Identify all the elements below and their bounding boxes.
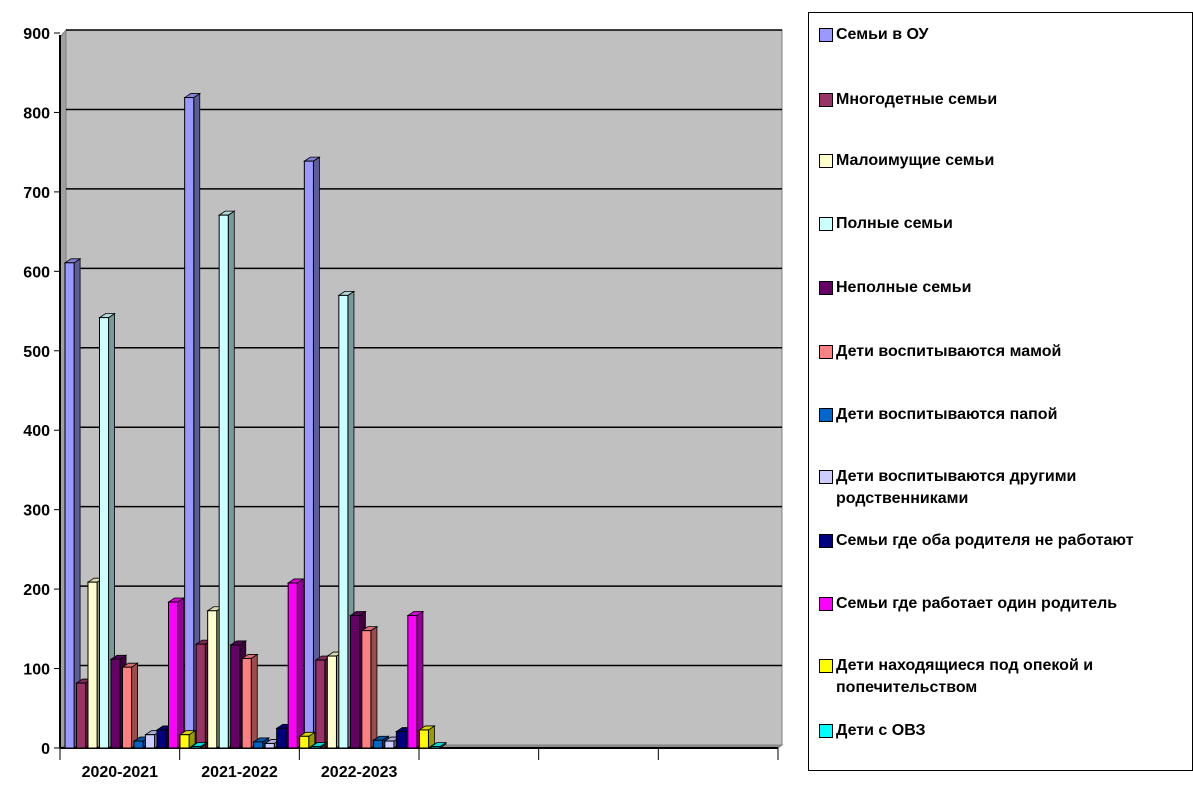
- bar: [264, 742, 275, 749]
- bar: [326, 655, 337, 749]
- bar: [145, 734, 156, 749]
- legend-swatch: [819, 93, 833, 107]
- legend-swatch: [819, 281, 833, 295]
- bar: [99, 317, 110, 749]
- legend-label: Полные семьи: [836, 215, 953, 232]
- bar: [241, 657, 252, 749]
- y-tick-label: 700: [23, 185, 50, 202]
- bar: [338, 294, 349, 749]
- legend-swatch: [819, 154, 833, 168]
- y-tick-label: 300: [23, 503, 50, 520]
- legend-swatch: [819, 345, 833, 359]
- legend-swatch: [819, 659, 833, 673]
- bar-side: [73, 258, 81, 749]
- x-tick-label: 2020-2021: [82, 764, 159, 781]
- legend-swatch: [819, 217, 833, 231]
- legend-item: Семьи в ОУ: [819, 24, 1191, 46]
- y-tick-label: 900: [23, 26, 50, 43]
- y-tick-label: 100: [23, 662, 50, 679]
- legend-item: Дети воспитываются мамой: [819, 341, 1191, 363]
- legend-label: Семьи где работает один родитель: [836, 595, 1118, 612]
- bar: [384, 740, 395, 749]
- bar: [110, 658, 121, 749]
- legend-swatch: [819, 470, 833, 484]
- bar-side: [250, 653, 258, 749]
- y-tick-label: 500: [23, 344, 50, 361]
- bar: [122, 666, 133, 749]
- bar: [407, 615, 418, 749]
- legend-label: Семьи в ОУ: [836, 26, 929, 43]
- bar: [315, 659, 326, 749]
- bar: [168, 601, 179, 749]
- bar: [87, 581, 98, 749]
- legend-label: Малоимущие семьи: [836, 152, 995, 169]
- bar-side: [416, 610, 424, 749]
- legend-item: Дети воспитываются папой: [819, 404, 1191, 426]
- legend-label: Семьи где оба родителя не работают: [836, 532, 1134, 549]
- legend-item: Семьи где работает один родитель: [819, 593, 1191, 615]
- legend-label: Многодетные семьи: [836, 91, 998, 108]
- legend-swatch: [819, 408, 833, 422]
- legend-label: Дети с ОВЗ: [836, 722, 926, 739]
- legend-item: Дети находящиеся под опекой и попечитель…: [819, 655, 1191, 699]
- bar: [179, 734, 190, 749]
- chart-legend: Семьи в ОУ Многодетные семьи Малоимущие се…: [808, 12, 1193, 771]
- chart-plot: 0 100 200 300 400 500 600 700 800 900 2020-2021 202…: [23, 26, 784, 781]
- bar: [299, 735, 310, 749]
- bar: [430, 746, 441, 749]
- legend-swatch: [819, 534, 833, 548]
- bar: [418, 729, 429, 749]
- legend-item: Многодетные семьи: [819, 89, 1191, 111]
- legend-item: Полные семьи: [819, 213, 1191, 235]
- bar-side: [296, 578, 304, 749]
- legend-label: Неполные семьи: [836, 279, 972, 296]
- bar: [207, 610, 218, 749]
- bar: [372, 739, 383, 749]
- bar: [310, 746, 321, 749]
- legend-label: Дети воспитываются другими родственникам…: [836, 468, 1077, 507]
- y-tick-label: 0: [41, 741, 50, 758]
- bar: [253, 741, 264, 749]
- legend-item: Малоимущие семьи: [819, 150, 1191, 172]
- bar: [133, 740, 144, 749]
- legend-swatch: [819, 597, 833, 611]
- bar: [395, 731, 406, 749]
- legend-label: Дети воспитываются папой: [836, 406, 1058, 423]
- legend-swatch: [819, 28, 833, 42]
- legend-item: Семьи где оба родителя не работают: [819, 530, 1191, 552]
- bar: [76, 682, 87, 749]
- y-tick-label: 600: [23, 264, 50, 281]
- bar: [361, 630, 372, 749]
- legend-swatch: [819, 724, 833, 738]
- legend-label: Дети воспитываются мамой: [836, 343, 1062, 360]
- bar: [184, 97, 195, 749]
- y-tick-label: 400: [23, 423, 50, 440]
- bar: [218, 214, 229, 749]
- bar: [156, 729, 167, 749]
- bar: [287, 582, 298, 749]
- bar: [276, 727, 287, 749]
- bar-side: [131, 662, 139, 749]
- bar-side: [370, 625, 378, 749]
- y-tick-label: 200: [23, 582, 50, 599]
- x-tick-label: 2022-2023: [321, 764, 398, 781]
- bar: [64, 262, 75, 749]
- bar: [230, 644, 241, 749]
- legend-item: Дети воспитываются другими родственникам…: [819, 466, 1191, 510]
- x-tick-label: 2021-2022: [201, 764, 278, 781]
- legend-label: Дети находящиеся под опекой и попечитель…: [836, 657, 1094, 696]
- bar: [191, 746, 202, 749]
- bar-side: [177, 597, 185, 749]
- y-tick-label: 800: [23, 105, 50, 122]
- legend-item: Неполные семьи: [819, 277, 1191, 299]
- bar: [303, 160, 314, 749]
- bar: [195, 643, 206, 749]
- legend-item: Дети с ОВЗ: [819, 720, 1191, 742]
- bar: [349, 615, 360, 749]
